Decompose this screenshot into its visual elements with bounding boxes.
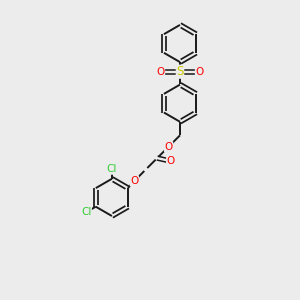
Text: O: O [164, 142, 173, 152]
Text: Cl: Cl [107, 164, 117, 174]
Text: O: O [130, 176, 139, 186]
Text: O: O [195, 67, 204, 77]
Text: Cl: Cl [81, 207, 92, 217]
Text: O: O [156, 67, 165, 77]
Text: S: S [176, 65, 184, 78]
Text: O: O [167, 156, 175, 166]
